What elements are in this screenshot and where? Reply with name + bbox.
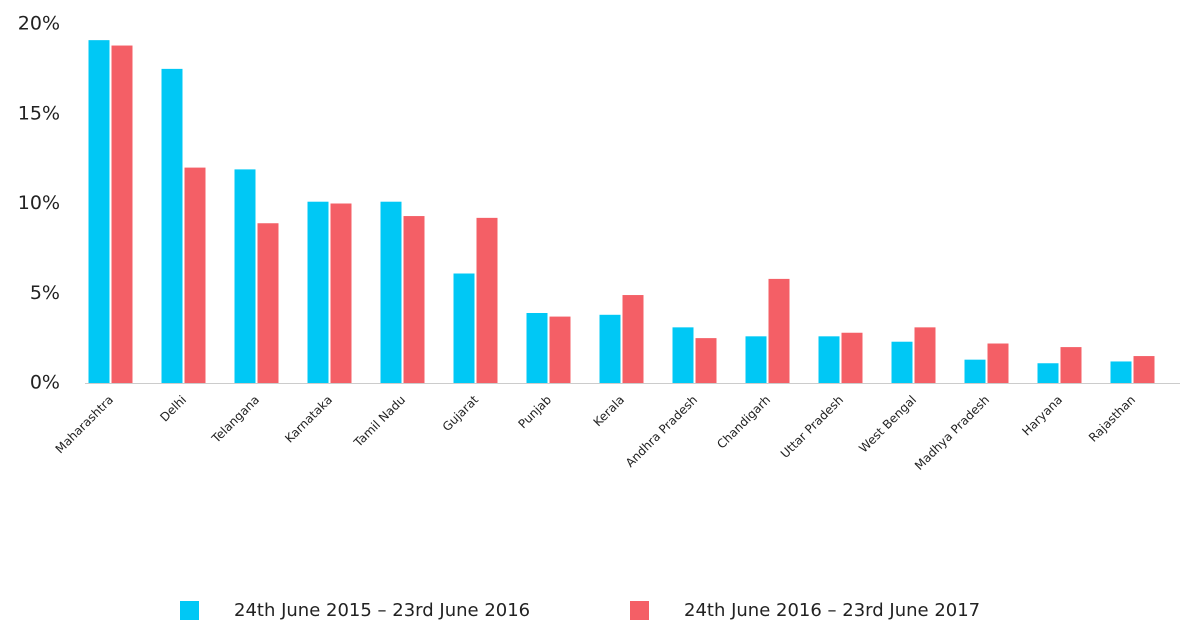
bar [745, 336, 767, 383]
bar [1133, 356, 1155, 383]
bar [88, 40, 110, 383]
y-tick-label: 20% [18, 13, 60, 35]
y-tick-label: 10% [18, 192, 60, 214]
bar [599, 314, 621, 383]
bar [1037, 363, 1059, 383]
bar [453, 273, 475, 383]
bar [161, 68, 183, 383]
legend-label: 24th June 2016 – 23rd June 2017 [684, 600, 980, 621]
bar [1110, 361, 1132, 383]
x-tick-label: Karnataka [282, 393, 335, 446]
x-tick-label: Telangana [208, 393, 262, 447]
x-tick-label: Kerala [591, 393, 628, 430]
bar [768, 278, 790, 383]
x-tick-label: West Bengal [856, 393, 919, 456]
bar [987, 343, 1009, 383]
bar [403, 216, 425, 383]
bar [380, 201, 402, 383]
bar [234, 169, 256, 383]
x-tick-label: Tamil Nadu [351, 393, 409, 451]
bar [549, 316, 571, 383]
x-tick-label: Delhi [157, 393, 189, 425]
bar [914, 327, 936, 383]
bar [891, 341, 913, 383]
bar [818, 336, 840, 383]
y-tick-label: 15% [18, 102, 60, 124]
x-tick-label: Rajasthan [1086, 393, 1138, 445]
bar [964, 359, 986, 383]
legend-swatch [180, 601, 199, 620]
x-tick-label: Chandigarh [714, 393, 773, 452]
x-tick-label: Maharashtra [53, 393, 117, 457]
bar [307, 201, 329, 383]
legend-swatch [630, 601, 649, 620]
legend-label: 24th June 2015 – 23rd June 2016 [234, 600, 530, 621]
bar [841, 332, 863, 383]
bar [695, 338, 717, 383]
bar [526, 312, 548, 383]
y-tick-label: 0% [30, 372, 60, 394]
bar [111, 45, 133, 383]
x-tick-label: Uttar Pradesh [778, 393, 846, 461]
bar [476, 217, 498, 383]
bar [257, 223, 279, 383]
x-tick-label: Madhya Pradesh [912, 393, 992, 473]
x-tick-label: Gujarat [440, 392, 482, 434]
bar [184, 167, 206, 383]
x-tick-label: Andhra Pradesh [623, 393, 700, 470]
bar [622, 295, 644, 383]
bar [1060, 347, 1082, 383]
bar [672, 327, 694, 383]
y-tick-label: 5% [30, 282, 60, 304]
x-tick-label: Haryana [1019, 393, 1065, 439]
x-tick-label: Punjab [516, 393, 555, 432]
bar [330, 203, 352, 383]
